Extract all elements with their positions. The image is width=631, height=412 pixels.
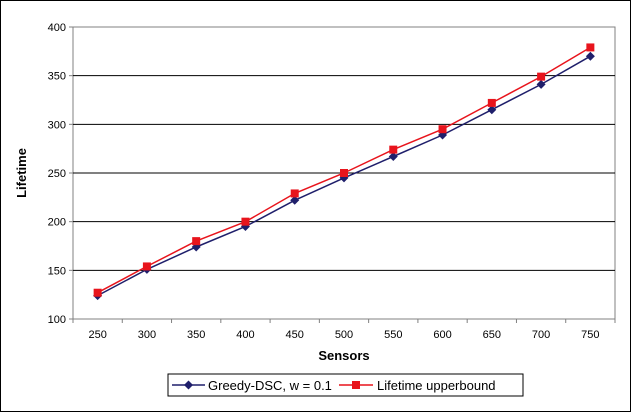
data-point-upperbound	[241, 217, 250, 226]
x-tick-label: 250	[88, 329, 106, 341]
y-axis-ticks: 100 150 200 250 300 350 400	[48, 22, 73, 326]
legend: Greedy-DSC, w = 0.1 Lifetime upperbound	[167, 373, 524, 397]
y-axis-label: Lifetime	[14, 148, 29, 198]
y-tick-label: 350	[48, 71, 66, 83]
y-tick-label: 400	[48, 22, 66, 34]
legend-marker-greedy	[184, 380, 193, 390]
data-point-upperbound	[389, 145, 398, 154]
x-tick-label: 550	[384, 329, 402, 341]
y-tick-label: 100	[48, 314, 66, 326]
data-point-greedy	[536, 79, 546, 89]
x-tick-label: 700	[532, 329, 550, 341]
data-point-greedy	[388, 151, 398, 161]
y-tick-label: 250	[48, 168, 66, 180]
data-point-upperbound	[438, 125, 447, 134]
data-point-greedy	[585, 51, 595, 61]
x-tick-label: 750	[581, 329, 599, 341]
x-axis-label: Sensors	[318, 348, 369, 363]
data-point-greedy	[290, 195, 300, 205]
y-tick-label: 150	[48, 265, 66, 277]
data-point-upperbound	[586, 43, 595, 52]
legend-label-greedy: Greedy-DSC, w = 0.1	[208, 378, 332, 393]
data-point-upperbound	[93, 288, 102, 297]
x-tick-label: 300	[138, 329, 156, 341]
x-tick-label: 450	[286, 329, 304, 341]
x-tick-label: 650	[483, 329, 501, 341]
series-layer	[93, 43, 595, 301]
legend-marker-upperbound	[352, 381, 360, 389]
x-tick-label: 500	[335, 329, 353, 341]
data-point-greedy	[487, 105, 497, 115]
y-tick-label: 300	[48, 119, 66, 131]
data-point-upperbound	[290, 189, 299, 198]
x-tick-label: 400	[236, 329, 254, 341]
data-point-upperbound	[142, 262, 151, 271]
x-axis-ticks: 250 300 350 400 450 500 550 600 650 700 750	[72, 319, 616, 341]
data-point-upperbound	[340, 169, 348, 177]
data-point-upperbound	[537, 72, 546, 81]
data-point-upperbound	[192, 237, 201, 246]
legend-label-upperbound: Lifetime upperbound	[377, 378, 496, 393]
x-tick-label: 600	[433, 329, 451, 341]
x-tick-label: 350	[187, 329, 205, 341]
data-point-upperbound	[487, 98, 496, 107]
y-tick-label: 200	[48, 217, 66, 229]
